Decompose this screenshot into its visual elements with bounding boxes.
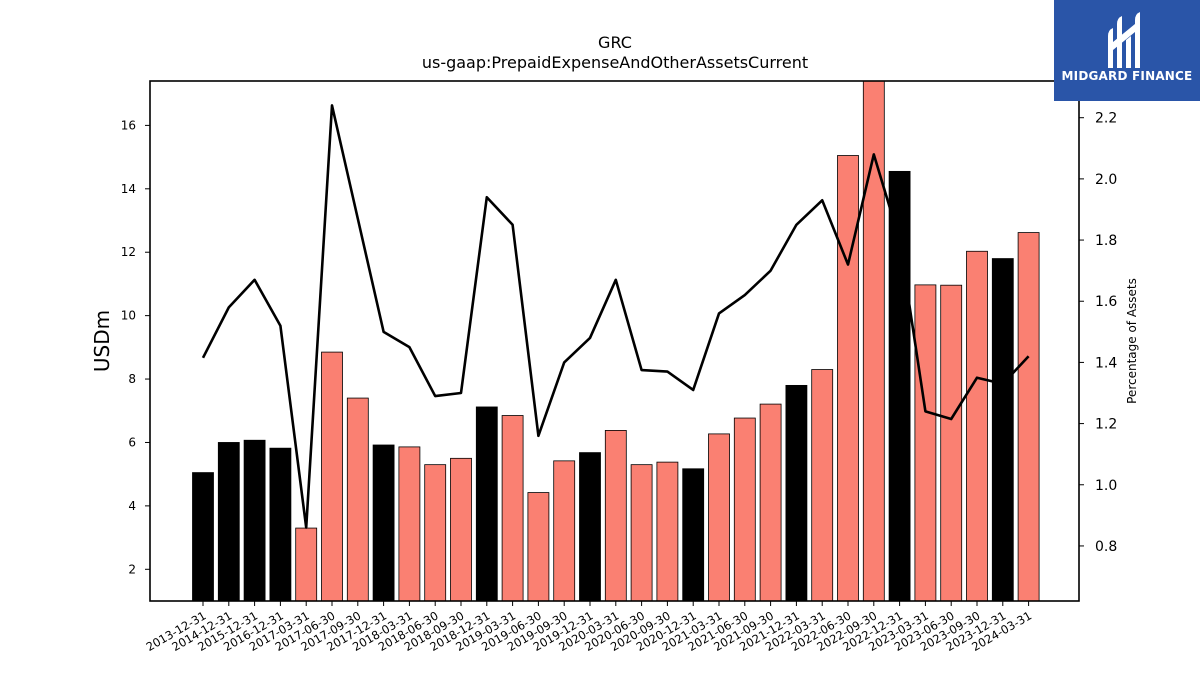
y-tick-label: 4 [128,499,136,513]
bar-2022-03-31 [811,369,834,602]
y-axis-label: USDm [90,310,114,372]
bar-2021-03-31 [708,433,730,602]
bar-2019-06-30 [527,492,550,602]
chart-title: GRC [598,33,632,52]
bar-2019-09-30 [553,460,576,602]
bar-2021-12-31 [785,384,808,602]
bar-2023-12-31 [991,258,1014,602]
bar-2024-03-31 [1017,232,1040,602]
bar-2022-06-30 [837,155,859,602]
plot-frame [149,80,1080,602]
bar-2020-09-30 [656,461,679,602]
percentage-of-assets-line [201,104,1030,529]
bar-2014-12-31 [217,442,240,602]
bar-2013-12-31 [192,472,214,602]
bar-2020-03-31 [604,430,627,602]
y2-tick-label: 1.2 [1095,417,1117,433]
y2-tick-label: 1.6 [1095,294,1117,310]
y-tick-label: 10 [121,309,136,323]
y2-tick-label: 1.4 [1095,355,1117,371]
x-axis: 2013-12-312014-12-312015-12-312016-12-31… [144,601,1034,654]
bar-2016-12-31 [269,447,292,602]
midgard-m-logo-icon [1108,12,1140,68]
y-tick-label: 8 [128,372,136,386]
bar-2018-12-31 [475,406,498,602]
y-tick-label: 16 [121,118,136,132]
bar-2023-09-30 [966,250,988,602]
logo-text: MIDGARD FINANCE [1061,69,1193,83]
y-axis-right: 0.8 1.0 1.2 1.4 1.6 1.8 2.0 2.2 [1079,111,1117,555]
bar-2019-12-31 [579,452,601,602]
bar-2018-06-30 [424,464,447,602]
y-tick-label: 2 [128,562,136,576]
midgard-finance-logo: MIDGARD FINANCE [1054,0,1200,101]
y2-tick-label: 1.0 [1095,478,1117,494]
y-axis-left: 2 4 6 8 10 12 14 16 [121,118,150,576]
y2-tick-label: 2.2 [1095,111,1117,127]
y2-axis-label: Percentage of Assets [1125,278,1139,404]
line-series [201,104,1030,529]
bar-2019-03-31 [501,415,524,602]
bar-2021-06-30 [733,417,756,602]
bar-2018-09-30 [450,457,472,602]
bar-2018-03-31 [398,446,421,602]
y-tick-label: 6 [128,435,136,449]
y2-tick-label: 2.0 [1095,172,1117,188]
bar-2015-12-31 [243,439,266,602]
bar-2017-06-30 [321,351,343,602]
bar-2020-12-31 [682,468,705,602]
y-tick-label: 14 [121,182,136,196]
y2-tick-label: 1.8 [1095,233,1117,249]
bar-2017-09-30 [346,397,369,602]
bar-2023-06-30 [940,284,963,602]
bar-2023-03-31 [914,284,937,602]
bar-series [192,80,1040,602]
chart-subtitle: us-gaap:PrepaidExpenseAndOtherAssetsCurr… [422,53,808,72]
y-tick-label: 12 [121,245,136,259]
y2-tick-label: 0.8 [1095,539,1117,555]
bar-2021-09-30 [759,403,782,602]
bar-2020-06-30 [630,464,653,602]
bar-2017-12-31 [372,444,395,602]
bar-2017-03-31 [295,527,318,602]
